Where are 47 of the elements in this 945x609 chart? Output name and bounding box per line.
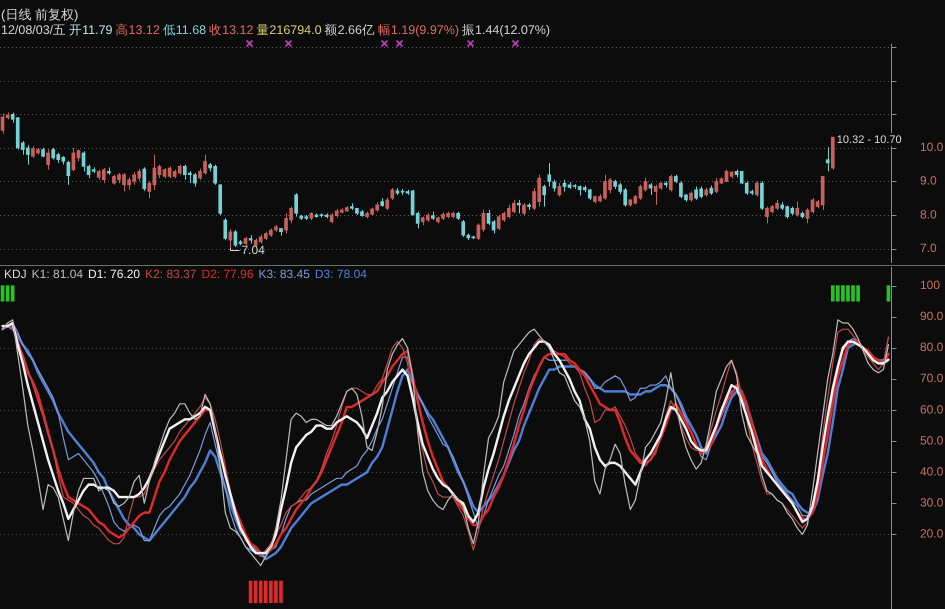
y-tick-label: 70.0 [920, 371, 944, 386]
text: K3: 83.45 [258, 267, 310, 281]
annotation: 10.32 - 10.70 [836, 134, 902, 146]
candlestick [755, 180, 759, 198]
candlestick [294, 192, 298, 218]
candlestick [142, 166, 146, 192]
candlestick [66, 160, 70, 186]
y-tick-label: 10.0 [920, 140, 944, 154]
candlestick [648, 182, 652, 196]
text: 12/08/03/五 开11.79 高13.12 低11.68 收13.12 量216794.0 额2.66亿 幅1.19(9.97%) 振1.44(12.07%) [1, 23, 550, 37]
text: K1: 81.04 [32, 267, 84, 281]
candlestick [46, 149, 50, 170]
annotation: 7.04 [242, 242, 266, 257]
candlestick [390, 188, 394, 200]
candlestick [517, 199, 521, 214]
candlestick [709, 184, 714, 196]
chart-title: KDJ [4, 267, 27, 281]
y-tick-label: 100 [920, 278, 940, 292]
candlestick [689, 191, 693, 202]
chart-title: (日线 前复权) [1, 7, 78, 22]
candlestick [542, 184, 546, 208]
y-tick-label: 90.0 [920, 309, 944, 324]
y-tick-label: 80.0 [920, 340, 944, 354]
y-tick-label: 20.0 [920, 526, 944, 541]
candlestick [552, 179, 556, 192]
y-tick-label: 9.0 [920, 174, 938, 188]
text: D1: 76.20 [88, 267, 140, 281]
text: K2: 83.37 [145, 267, 196, 281]
candlestick [228, 228, 232, 248]
candlestick [704, 186, 708, 198]
y-tick-label: 40.0 [920, 464, 944, 479]
y-tick-label: 60.0 [920, 402, 944, 416]
candlestick [668, 174, 673, 192]
y-tick-label: 30.0 [920, 496, 944, 510]
candlestick [385, 197, 390, 210]
text: D2: 77.96 [201, 267, 254, 281]
text: D3: 78.04 [314, 267, 367, 281]
candlestick [41, 147, 45, 158]
candlestick [223, 218, 228, 241]
candlestick [558, 182, 562, 198]
candlestick [826, 146, 830, 172]
y-tick-label: 50.0 [920, 433, 944, 448]
y-tick-label: 7.0 [920, 240, 938, 255]
candlestick [522, 202, 526, 216]
candlestick [796, 201, 800, 218]
y-tick-label: 8.0 [920, 207, 938, 222]
candlestick [547, 162, 552, 187]
